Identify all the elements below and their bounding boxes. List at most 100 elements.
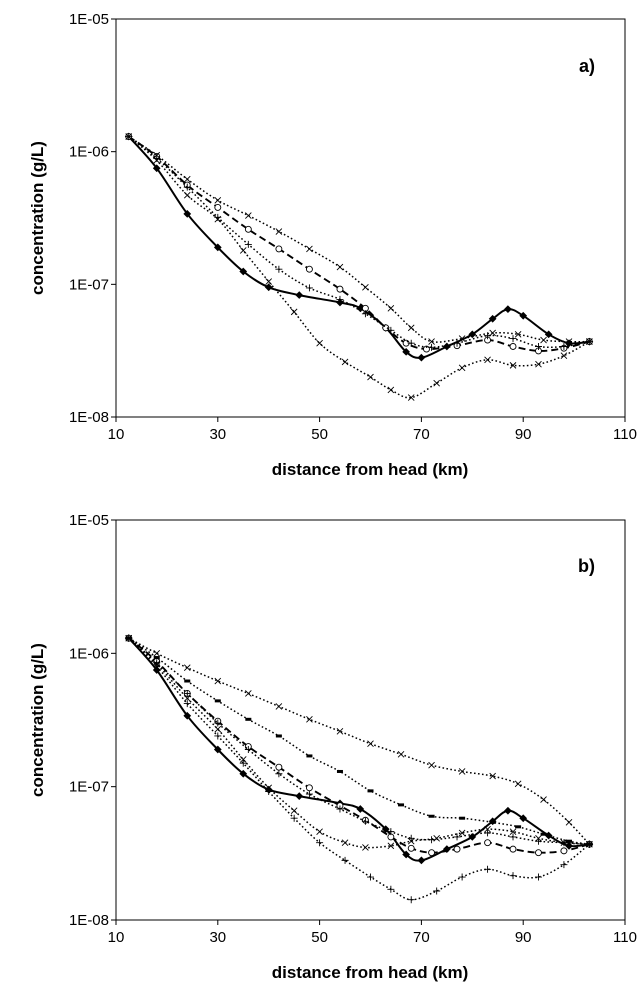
data-point	[428, 338, 435, 345]
data-point	[239, 769, 248, 778]
data-point	[245, 212, 252, 219]
axis-ticks: 10 30 50 70 90 110 1E-08 1E-07 1E-06 1E-05	[69, 11, 637, 443]
data-point	[336, 263, 344, 271]
series-dashed-circle	[125, 133, 593, 355]
data-point	[433, 379, 440, 387]
data-point	[275, 734, 282, 738]
data-point	[428, 343, 436, 351]
data-point	[509, 872, 517, 880]
data-point	[264, 283, 273, 292]
data-point	[125, 133, 133, 141]
data-point	[544, 330, 553, 339]
data-point	[387, 828, 395, 836]
data-point	[484, 829, 492, 837]
data-point	[183, 689, 191, 697]
series-line	[128, 136, 590, 349]
data-point	[565, 841, 573, 850]
data-point	[489, 329, 496, 337]
data-point	[367, 740, 374, 748]
series-line	[128, 135, 590, 343]
data-point	[183, 175, 191, 183]
data-point	[306, 245, 313, 253]
data-point	[407, 394, 415, 401]
data-point	[453, 833, 461, 841]
data-point	[509, 828, 517, 835]
series-dashed-circle	[125, 634, 593, 857]
y-tick-label: 1E-07	[69, 276, 109, 293]
data-point	[336, 728, 344, 735]
data-point	[515, 825, 522, 829]
data-point	[214, 677, 222, 685]
data-point	[484, 839, 492, 847]
data-point	[275, 265, 283, 273]
series-dotted-plus	[125, 634, 593, 904]
data-point	[214, 203, 222, 211]
series-dotted-x	[125, 634, 593, 851]
data-point	[214, 732, 222, 740]
data-point	[183, 191, 191, 199]
data-point	[152, 164, 161, 173]
data-point	[305, 790, 313, 798]
data-point	[458, 364, 466, 372]
x-tick-label: 50	[311, 426, 328, 443]
chart-panel-b: b) distance from head (km) concentration…	[28, 512, 637, 982]
x-tick-label: 50	[311, 929, 328, 946]
x-tick-label: 10	[108, 929, 125, 946]
data-point	[509, 343, 517, 350]
data-point	[433, 887, 441, 895]
chart-panel-a: a) distance from head (km) concentration…	[28, 11, 637, 479]
data-point	[125, 634, 133, 642]
series-dotted-dash	[125, 636, 593, 846]
x-tick-label: 30	[209, 929, 226, 946]
data-point	[183, 664, 191, 672]
data-point	[244, 225, 252, 233]
data-point	[534, 873, 542, 881]
data-point	[428, 836, 436, 844]
data-point	[153, 659, 161, 667]
data-point	[341, 839, 349, 847]
data-point	[560, 847, 568, 855]
y-tick-label: 1E-07	[69, 779, 109, 796]
series-dotted-plus	[125, 133, 593, 351]
data-point	[428, 849, 436, 857]
data-point	[453, 845, 461, 853]
data-point	[305, 284, 313, 292]
series-line	[127, 135, 590, 359]
data-point	[336, 769, 343, 773]
x-tick-label: 90	[515, 929, 532, 946]
x-tick-label: 70	[413, 929, 430, 946]
data-point	[306, 754, 313, 758]
data-point	[428, 814, 435, 818]
data-point	[295, 291, 304, 299]
y-tick-label: 1E-06	[69, 144, 109, 161]
data-point	[336, 295, 344, 303]
data-point	[509, 335, 517, 343]
data-point	[407, 844, 415, 852]
data-point	[336, 285, 344, 293]
data-point	[183, 700, 191, 708]
data-point	[387, 326, 395, 334]
data-point	[341, 358, 349, 366]
x-tick-label: 70	[413, 426, 430, 443]
data-point	[534, 342, 542, 350]
data-point	[585, 840, 593, 848]
data-point	[316, 339, 323, 347]
series-dotted-plus	[125, 634, 593, 848]
y-axis-title: concentration (g/L)	[28, 141, 47, 295]
data-point	[387, 386, 395, 394]
plot-area-frame	[115, 519, 626, 921]
data-point	[535, 360, 542, 368]
data-point	[535, 849, 542, 857]
data-point	[468, 833, 477, 841]
data-point	[316, 839, 324, 847]
data-point	[290, 308, 298, 316]
data-point	[265, 278, 273, 285]
y-tick-label: 1E-08	[69, 409, 109, 426]
data-point	[361, 817, 369, 825]
y-tick-label: 1E-05	[69, 512, 109, 529]
data-point	[519, 311, 528, 320]
data-point	[402, 850, 410, 859]
data-point	[367, 789, 374, 793]
y-tick-label: 1E-05	[69, 11, 109, 28]
data-point	[361, 310, 369, 318]
